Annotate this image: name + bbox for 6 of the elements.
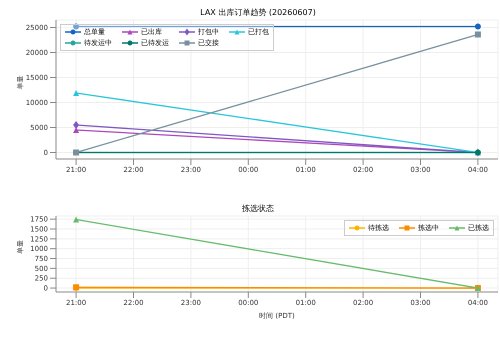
point: [474, 24, 481, 30]
chart-title: LAX 出库订单趋势 (20260607): [199, 8, 317, 18]
point: [474, 32, 481, 38]
point: [73, 24, 80, 30]
chart-title: 拣选状态: [241, 204, 275, 214]
point: [73, 121, 80, 129]
